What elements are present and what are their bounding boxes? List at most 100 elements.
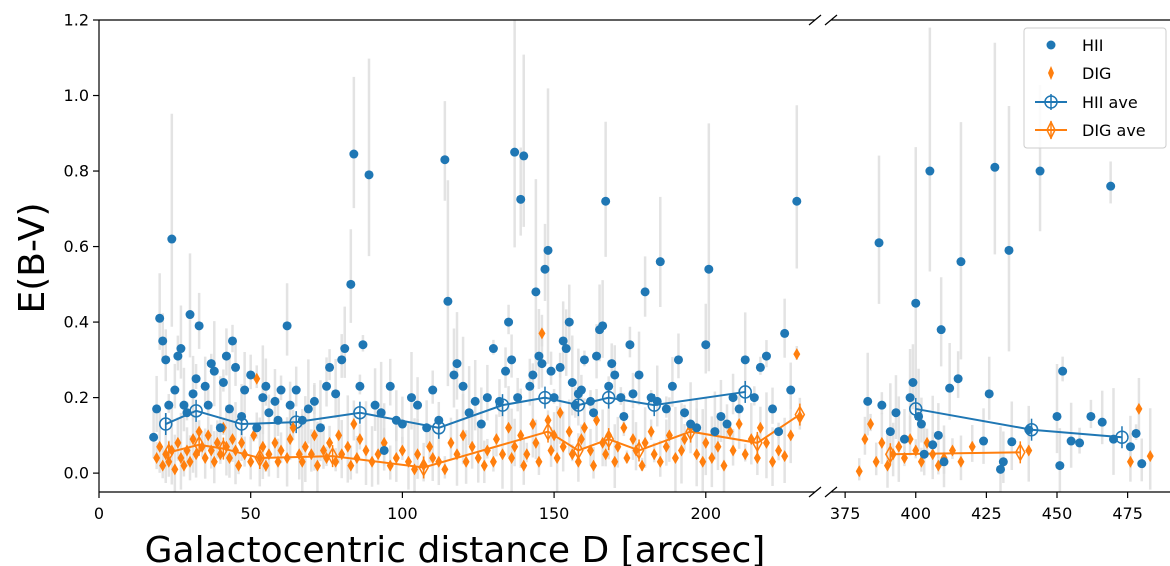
hii-point <box>1086 411 1096 421</box>
dig-point <box>262 459 270 472</box>
dig-point <box>796 410 804 423</box>
dig-point <box>247 455 255 468</box>
hii-point <box>355 381 365 391</box>
hii-point <box>607 359 617 369</box>
hii-point <box>604 381 614 391</box>
dig-point <box>1146 450 1154 463</box>
dig-point <box>153 452 161 465</box>
hii-point <box>206 359 216 369</box>
hii-point <box>692 423 702 433</box>
dig-point <box>210 455 218 468</box>
hii-point <box>203 400 213 410</box>
dig-point <box>259 440 267 453</box>
hii-point <box>516 194 526 204</box>
hii-point <box>215 423 225 433</box>
dig-point <box>650 448 658 461</box>
hii-point <box>164 400 174 410</box>
dig-point <box>256 452 264 465</box>
hii-point <box>534 351 544 361</box>
dig-point <box>517 429 525 442</box>
dig-point <box>350 418 358 431</box>
hii-point <box>221 351 231 361</box>
hii-point <box>488 344 498 354</box>
hii-point <box>1125 442 1135 452</box>
x-tick-right-label: 475 <box>1112 504 1143 523</box>
dig-point <box>547 444 555 457</box>
dig-point <box>523 448 531 461</box>
hii-point <box>261 381 271 391</box>
dig-point <box>459 429 467 442</box>
dig-point <box>235 459 243 472</box>
hii-point <box>528 370 538 380</box>
hii-point <box>956 257 966 267</box>
hii-point <box>905 393 915 403</box>
hii-point <box>270 396 280 406</box>
hii-point <box>1024 425 1034 435</box>
dig-point <box>177 452 185 465</box>
dig-point <box>225 452 233 465</box>
dig-point <box>629 433 637 446</box>
hii-point <box>1055 461 1065 471</box>
dig-point <box>917 455 925 468</box>
hii-point <box>152 404 162 414</box>
dig-point <box>435 455 443 468</box>
dig-point <box>241 448 249 461</box>
hii-point <box>346 279 356 289</box>
dig-ave-point <box>542 422 554 442</box>
hii-point <box>780 328 790 338</box>
dig-point <box>614 440 622 453</box>
ticks: 0.0 0.2 0.4 0.6 0.8 1.0 1.2 0 50 100 150 200 375 400 4… <box>64 11 1143 524</box>
dig-point <box>656 455 664 468</box>
hii-point <box>325 362 335 372</box>
hii-point <box>309 396 319 406</box>
hii-point <box>322 381 332 391</box>
hii-point <box>701 340 711 350</box>
dig-point <box>741 448 749 461</box>
dig-point <box>611 455 619 468</box>
dig-point <box>968 440 976 453</box>
hii-point <box>507 355 517 365</box>
hii-point <box>297 415 307 425</box>
y-axis-label: E(B-V) <box>12 202 53 313</box>
dig-point <box>207 444 215 457</box>
dig-point <box>538 327 546 340</box>
dig-point <box>189 433 197 446</box>
legend-marker-hii-ave <box>1044 95 1058 109</box>
dig-point <box>508 452 516 465</box>
dig-point <box>332 455 340 468</box>
hii-point <box>925 166 935 176</box>
hii-point <box>149 432 159 442</box>
hii-point <box>740 355 750 365</box>
legend-marker-dig-ave <box>1046 120 1056 140</box>
dig-point <box>201 452 209 465</box>
hii-point <box>561 344 571 354</box>
hii-point <box>1066 436 1076 446</box>
hii-point <box>179 400 189 410</box>
hii-point <box>716 411 726 421</box>
hii-point <box>592 351 602 361</box>
dig-point <box>250 429 258 442</box>
hii-point <box>422 423 432 433</box>
dig-point <box>929 448 937 461</box>
dig-point <box>462 455 470 468</box>
legend-label-dig: DIG <box>1082 64 1111 83</box>
hii-point <box>434 415 444 425</box>
y-tick-label: 1.0 <box>64 86 89 105</box>
hii-point <box>792 196 802 206</box>
dig-point <box>641 436 649 449</box>
hii-point <box>914 411 924 421</box>
hii-point <box>158 336 168 346</box>
hii-point <box>449 370 459 380</box>
dig-point <box>756 421 764 434</box>
dig-point <box>532 436 540 449</box>
hii-point <box>601 196 611 206</box>
dig-point <box>213 436 221 449</box>
dig-point <box>602 448 610 461</box>
hii-point <box>652 396 662 406</box>
y-tick-label: 0.4 <box>64 313 89 332</box>
hii-point <box>525 381 535 391</box>
hii-point <box>734 404 744 414</box>
dig-point <box>441 463 449 476</box>
dig-point <box>453 448 461 461</box>
hii-point <box>191 374 201 384</box>
